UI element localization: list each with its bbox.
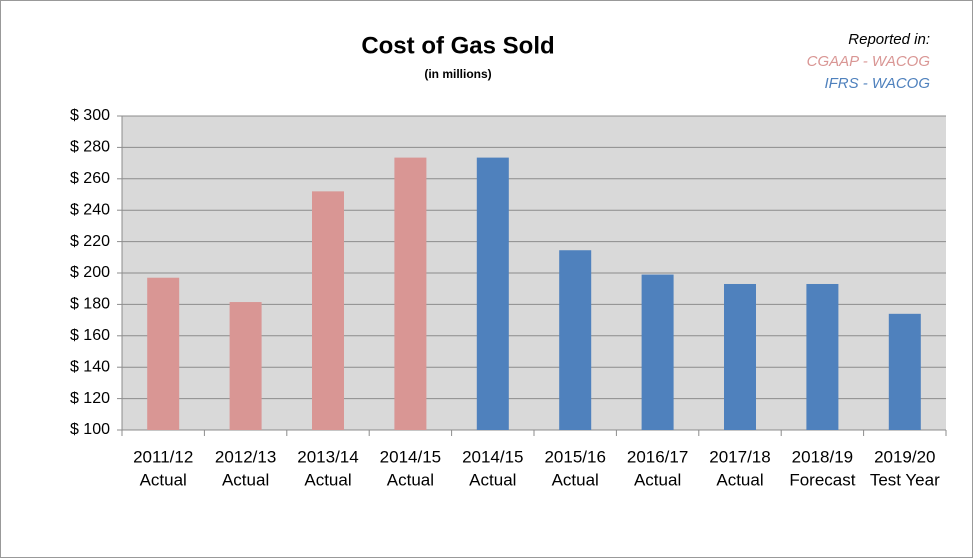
y-tick-label: $ 300 xyxy=(70,107,110,124)
chart-subtitle: (in millions) xyxy=(424,67,491,81)
x-tick-label: Actual xyxy=(469,470,516,489)
x-tick-label: 2019/20 xyxy=(874,447,935,466)
y-tick-label: $ 100 xyxy=(70,421,110,438)
x-tick-label: Actual xyxy=(140,470,187,489)
y-tick-label: $ 240 xyxy=(70,201,110,218)
bar xyxy=(394,157,427,431)
bar xyxy=(806,283,839,430)
y-tick-label: $ 280 xyxy=(70,139,110,156)
x-tick-label: 2014/15 xyxy=(462,447,523,466)
x-tick-label: Actual xyxy=(552,470,599,489)
x-tick-label: 2013/14 xyxy=(297,447,358,466)
y-tick-label: $ 220 xyxy=(70,233,110,250)
bar xyxy=(559,250,592,430)
legend-entry: CGAAP - WACOG xyxy=(807,53,931,70)
x-tick-label: Actual xyxy=(716,470,763,489)
y-tick-label: $ 200 xyxy=(70,264,110,281)
chart-title: Cost of Gas Sold xyxy=(361,32,554,59)
x-tick-label: 2017/18 xyxy=(709,447,770,466)
legend-title: Reported in: xyxy=(848,31,930,48)
x-tick-label: 2012/13 xyxy=(215,447,276,466)
y-tick-label: $ 180 xyxy=(70,296,110,313)
x-tick-label: Actual xyxy=(634,470,681,489)
x-tick-label: Actual xyxy=(304,470,351,489)
bar xyxy=(888,313,921,430)
x-tick-label: Test Year xyxy=(870,470,940,489)
x-tick-label: Actual xyxy=(222,470,269,489)
x-tick-label: Forecast xyxy=(789,470,855,489)
x-tick-label: 2011/12 xyxy=(133,447,193,466)
y-tick-label: $ 120 xyxy=(70,390,110,407)
bar xyxy=(229,302,262,430)
x-tick-label: Actual xyxy=(387,470,434,489)
y-tick-label: $ 260 xyxy=(70,170,110,187)
legend-entry: IFRS - WACOG xyxy=(824,75,930,92)
x-tick-label: 2018/19 xyxy=(792,447,853,466)
bar xyxy=(641,274,674,430)
y-tick-label: $ 160 xyxy=(70,327,110,344)
x-tick-label: 2015/16 xyxy=(544,447,605,466)
bar xyxy=(312,191,344,430)
x-tick-label: 2014/15 xyxy=(380,447,441,466)
bar xyxy=(724,283,756,430)
y-tick-label: $ 140 xyxy=(70,358,110,375)
bar xyxy=(476,157,509,431)
bar xyxy=(147,277,180,430)
x-tick-label: 2016/17 xyxy=(627,447,688,466)
